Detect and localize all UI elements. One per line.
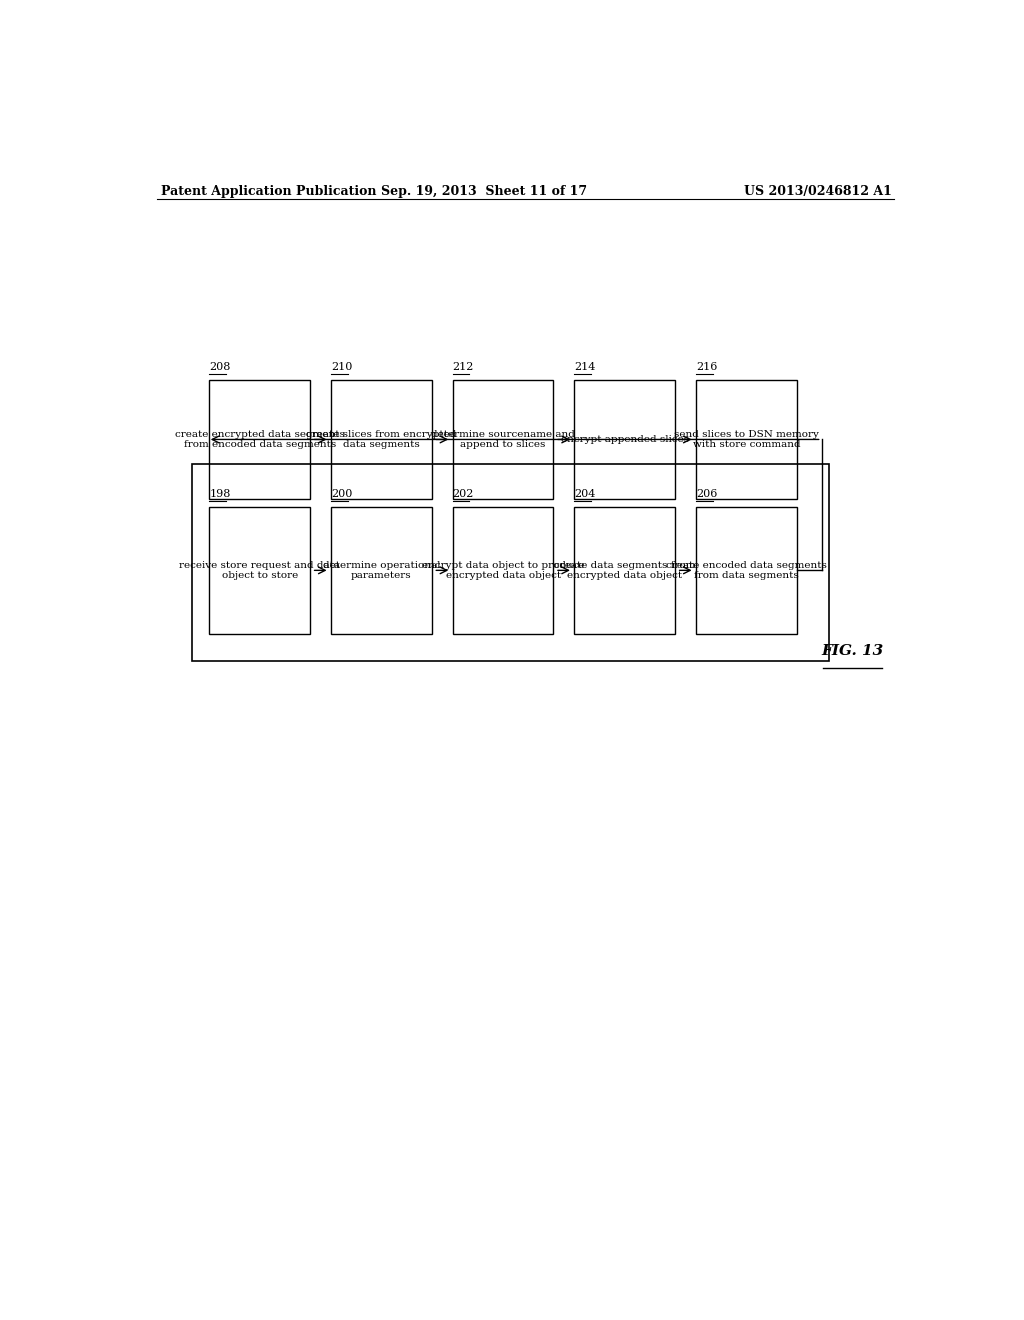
Text: create encoded data segments
from data segments: create encoded data segments from data s… xyxy=(666,561,827,579)
Text: 206: 206 xyxy=(696,490,718,499)
Text: 210: 210 xyxy=(331,362,352,372)
FancyBboxPatch shape xyxy=(209,507,310,634)
FancyBboxPatch shape xyxy=(453,380,554,499)
Text: 200: 200 xyxy=(331,490,352,499)
Text: create slices from encrypted
data segments: create slices from encrypted data segmen… xyxy=(306,430,457,449)
Text: 208: 208 xyxy=(209,362,230,372)
Text: receive store request and data
object to store: receive store request and data object to… xyxy=(179,561,340,579)
FancyBboxPatch shape xyxy=(696,380,797,499)
FancyBboxPatch shape xyxy=(574,380,675,499)
Text: create encrypted data segments
from encoded data segments: create encrypted data segments from enco… xyxy=(175,430,345,449)
FancyBboxPatch shape xyxy=(574,507,675,634)
Text: 216: 216 xyxy=(696,362,718,372)
FancyBboxPatch shape xyxy=(209,380,310,499)
Text: determine sourcename and
append to slices: determine sourcename and append to slice… xyxy=(431,430,575,449)
Text: Sep. 19, 2013  Sheet 11 of 17: Sep. 19, 2013 Sheet 11 of 17 xyxy=(381,185,588,198)
Text: encrypt appended slices: encrypt appended slices xyxy=(561,436,689,444)
Text: US 2013/0246812 A1: US 2013/0246812 A1 xyxy=(743,185,891,198)
FancyBboxPatch shape xyxy=(331,380,432,499)
Text: 212: 212 xyxy=(453,362,474,372)
FancyBboxPatch shape xyxy=(453,507,554,634)
Text: 202: 202 xyxy=(453,490,474,499)
Text: determine operational
parameters: determine operational parameters xyxy=(323,561,440,579)
Text: 198: 198 xyxy=(209,490,230,499)
FancyBboxPatch shape xyxy=(331,507,432,634)
FancyBboxPatch shape xyxy=(696,507,797,634)
Text: Patent Application Publication: Patent Application Publication xyxy=(161,185,376,198)
Text: FIG. 13: FIG. 13 xyxy=(821,644,884,659)
Text: create data segments from
encrypted data object: create data segments from encrypted data… xyxy=(554,561,695,579)
Text: 214: 214 xyxy=(574,362,596,372)
Text: send slices to DSN memory
with store command: send slices to DSN memory with store com… xyxy=(674,430,819,449)
Text: encrypt data object to produce
encrypted data object: encrypt data object to produce encrypted… xyxy=(422,561,585,579)
Text: 204: 204 xyxy=(574,490,596,499)
